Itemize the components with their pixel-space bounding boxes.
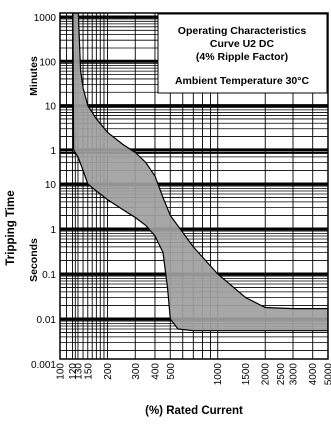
x-tick-label: 400 bbox=[151, 363, 162, 380]
x-tick-label: 100 bbox=[56, 363, 67, 380]
chart-title-line-3: (4% Ripple Factor) bbox=[196, 51, 288, 63]
x-tick-label: 300 bbox=[131, 363, 142, 380]
x-tick-label: 200 bbox=[103, 363, 114, 380]
x-tick-label: 4000 bbox=[308, 363, 319, 386]
x-axis-label: (%) Rated Current bbox=[145, 405, 243, 417]
y-tick-label-minutes: 100 bbox=[39, 57, 56, 68]
y-minutes-label: Minutes bbox=[28, 56, 40, 96]
y-seconds-label: Seconds bbox=[28, 238, 40, 282]
x-tick-label: 1500 bbox=[241, 363, 252, 386]
y-tick-label-seconds: 0.001 bbox=[31, 360, 56, 371]
x-tick-label: 3000 bbox=[289, 363, 300, 386]
title-box: Operating Characteristics Curve U2 DC (4… bbox=[158, 14, 327, 93]
y-tick-label-seconds: 0.1 bbox=[42, 270, 56, 281]
chart-title-line-1: Operating Characteristics bbox=[178, 25, 307, 37]
y-tick-label-minutes: 1 bbox=[50, 146, 56, 157]
x-tick-label: 2500 bbox=[276, 363, 287, 386]
x-tick-label: 500 bbox=[166, 363, 177, 380]
x-tick-label: 150 bbox=[83, 363, 94, 380]
y-axis-label: Tripping Time bbox=[5, 190, 17, 265]
y-tick-label-minutes: 10 bbox=[45, 102, 57, 113]
x-tick-label: 5000 bbox=[324, 363, 331, 386]
chart-title-line-2: Curve U2 DC bbox=[210, 38, 275, 50]
ambient-temperature-note: Ambient Temperature 30°C bbox=[175, 75, 310, 87]
y-tick-label-seconds: 0.01 bbox=[37, 315, 57, 326]
y-tick-label-seconds: 10 bbox=[45, 180, 57, 191]
x-tick-label: 2000 bbox=[261, 363, 272, 386]
x-tick-label: 1000 bbox=[213, 363, 224, 386]
y-tick-label-seconds: 1 bbox=[50, 225, 56, 236]
y-tick-label-minutes: 1000 bbox=[34, 13, 57, 24]
